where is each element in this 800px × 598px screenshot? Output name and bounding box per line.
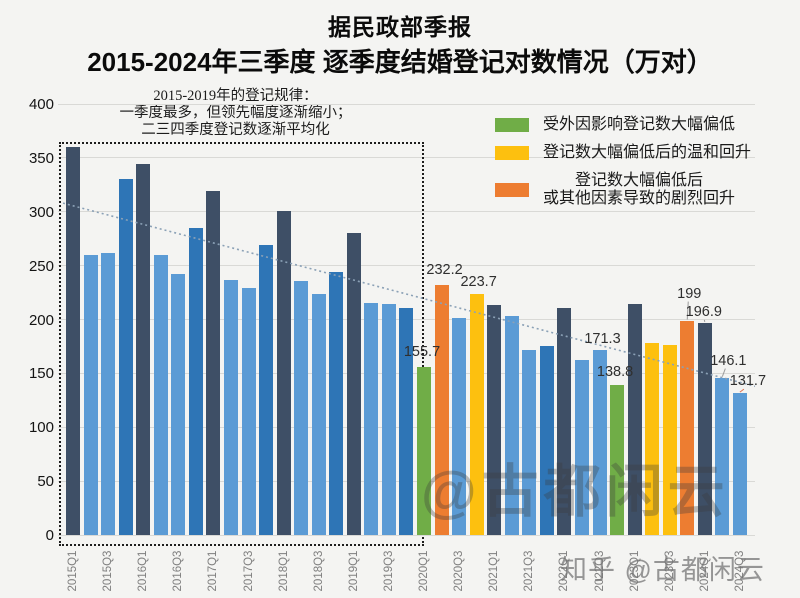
bar-2022Q4 bbox=[610, 385, 625, 535]
data-label-2024Q1: 196.9 bbox=[685, 303, 722, 320]
legend-label-orange: 登记数大幅偏低后 或其他因素导致的剧烈回升 bbox=[543, 172, 736, 207]
page-title-line2: 2015-2024年三季度 逐季度结婚登记对数情况（万对） bbox=[87, 47, 713, 77]
bar-2019Q2 bbox=[364, 303, 379, 535]
bar-2018Q2 bbox=[294, 280, 309, 535]
y-tick-label: 200 bbox=[28, 311, 54, 329]
legend-item-sharp-rebound: 登记数大幅偏低后 或其他因素导致的剧烈回升 bbox=[495, 172, 795, 208]
bar-2017Q1 bbox=[206, 191, 221, 535]
bar-2017Q3 bbox=[241, 288, 256, 535]
data-label-2023Q4: 199 bbox=[677, 285, 702, 302]
bar-2024Q1 bbox=[697, 322, 712, 535]
y-tick-label: 250 bbox=[28, 257, 54, 275]
annotation-line-2: 一季度最多，但领先幅度逐渐缩小； bbox=[119, 105, 352, 121]
bar-2021Q1 bbox=[487, 305, 502, 535]
bar-2022Q2 bbox=[574, 359, 589, 535]
page-title-line1: 据民政部季报 bbox=[328, 14, 472, 40]
gridline bbox=[58, 157, 755, 159]
gridline bbox=[58, 211, 755, 213]
gridline bbox=[58, 534, 755, 536]
legend-swatch-green bbox=[495, 118, 529, 132]
bar-2020Q1 bbox=[417, 367, 431, 535]
bar-2022Q1 bbox=[557, 307, 572, 535]
legend-swatch-yellow bbox=[495, 146, 529, 160]
bar-2015Q2 bbox=[83, 254, 98, 535]
data-label-2024Q2: 146.1 bbox=[710, 352, 747, 369]
bar-2023Q2 bbox=[645, 343, 660, 535]
bar-2020Q3 bbox=[452, 317, 467, 535]
annotation-line-3: 二三四季度登记数逐渐平均化 bbox=[141, 122, 330, 138]
legend-label-yellow: 登记数大幅偏低后的温和回升 bbox=[543, 144, 752, 161]
bar-2019Q3 bbox=[381, 304, 396, 535]
bar-2021Q2 bbox=[504, 315, 519, 535]
bar-2015Q4 bbox=[118, 179, 133, 535]
legend: 受外因影响登记数大幅偏低 登记数大幅偏低后的温和回升 登记数大幅偏低后 或其他因… bbox=[495, 116, 795, 218]
legend-item-covid-low: 受外因影响登记数大幅偏低 bbox=[495, 116, 795, 134]
bar-2019Q4 bbox=[399, 307, 414, 535]
bar-2020Q4 bbox=[469, 293, 484, 535]
legend-label-green: 受外因影响登记数大幅偏低 bbox=[543, 116, 736, 133]
annotation-line-1: 2015-2019年的登记规律： bbox=[153, 88, 318, 104]
bar-2018Q4 bbox=[329, 272, 344, 535]
y-tick-label: 100 bbox=[28, 419, 54, 437]
y-tick-label: 350 bbox=[28, 149, 54, 167]
bar-2016Q3 bbox=[171, 274, 186, 535]
y-tick-label: 0 bbox=[45, 527, 54, 544]
watermark-bottom: 知乎 @古都闲云 bbox=[560, 555, 765, 585]
bar-2018Q1 bbox=[276, 210, 291, 535]
bar-2023Q1 bbox=[627, 303, 642, 535]
data-label-2020Q2: 232.2 bbox=[426, 261, 463, 278]
bar-2020Q2 bbox=[434, 284, 449, 535]
bar-2016Q2 bbox=[153, 254, 168, 535]
data-label-2020Q4: 223.7 bbox=[460, 273, 497, 290]
bar-2021Q3 bbox=[522, 349, 537, 535]
bar-2019Q1 bbox=[346, 233, 361, 535]
bar-2015Q3 bbox=[101, 252, 116, 535]
data-label-leader bbox=[721, 368, 726, 377]
bar-2023Q3 bbox=[662, 345, 677, 535]
bar-2021Q4 bbox=[539, 345, 554, 535]
bar-2024Q2 bbox=[715, 377, 730, 535]
bar-2017Q4 bbox=[259, 245, 274, 535]
bar-2022Q3 bbox=[592, 350, 607, 535]
y-tick-label: 50 bbox=[37, 473, 54, 491]
bar-2023Q4 bbox=[680, 320, 695, 535]
bar-2024Q3 bbox=[732, 393, 747, 535]
y-tick-label: 400 bbox=[28, 96, 54, 113]
gridline bbox=[58, 103, 755, 105]
data-label-2022Q4: 138.8 bbox=[596, 364, 634, 381]
data-label-2020Q1: 155.7 bbox=[403, 344, 441, 361]
y-tick-label: 150 bbox=[28, 365, 54, 383]
bar-2016Q4 bbox=[188, 227, 203, 535]
data-label-leader bbox=[703, 319, 706, 322]
watermark-center: @古都闲云 bbox=[421, 460, 730, 524]
bar-2015Q1 bbox=[66, 147, 80, 535]
highlight-box-2015-2019 bbox=[59, 142, 425, 546]
data-label-leader bbox=[686, 301, 689, 320]
bar-2017Q2 bbox=[223, 279, 238, 535]
bar-2018Q3 bbox=[311, 293, 326, 535]
pattern-annotation: 2015-2019年的登记规律： 一季度最多，但领先幅度逐渐缩小； 二三四季度登… bbox=[93, 88, 378, 139]
trend-line bbox=[62, 202, 756, 388]
y-tick-label: 300 bbox=[28, 203, 54, 221]
legend-swatch-orange bbox=[495, 183, 529, 197]
data-label-2024Q3: 131.7 bbox=[729, 373, 767, 390]
data-label-2022Q3: 171.3 bbox=[584, 331, 621, 348]
data-label-leader bbox=[739, 388, 745, 393]
legend-item-mild-rebound: 登记数大幅偏低后的温和回升 bbox=[495, 144, 795, 162]
bar-2016Q1 bbox=[136, 164, 151, 535]
gridline bbox=[58, 265, 755, 267]
